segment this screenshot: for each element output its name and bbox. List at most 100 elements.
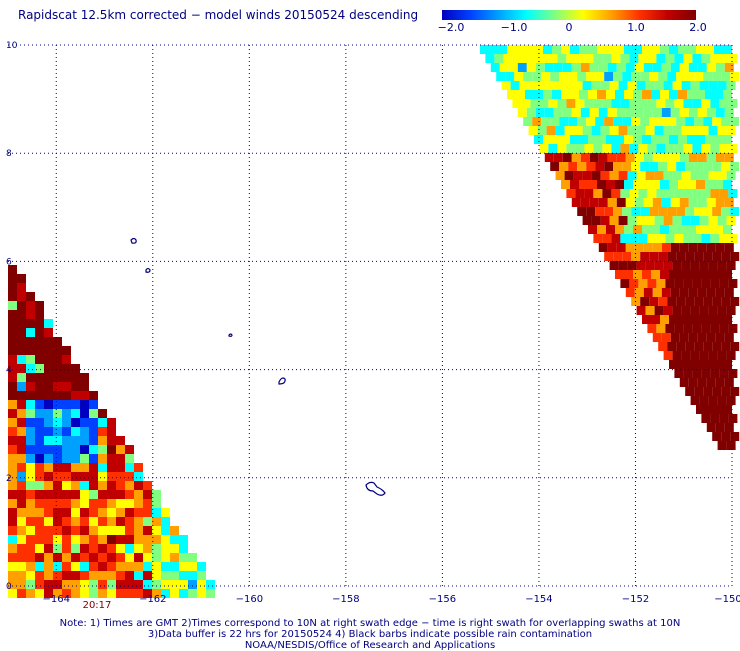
swath-cell xyxy=(62,418,71,427)
swath-cell xyxy=(107,544,116,553)
swath-cell xyxy=(125,580,134,589)
swath-cell xyxy=(602,54,612,63)
swath-cell xyxy=(679,243,689,252)
swath-cell xyxy=(107,463,116,472)
swath-cell xyxy=(44,580,53,589)
swath-cell xyxy=(550,117,560,126)
swath-cell xyxy=(721,297,731,306)
swath-cell xyxy=(728,324,738,333)
swath-cell xyxy=(35,454,44,463)
swath-cell xyxy=(651,45,660,54)
swath-cell xyxy=(107,481,116,490)
swath-cell xyxy=(613,252,623,261)
swath-cell xyxy=(71,562,80,571)
swath-cell xyxy=(633,180,642,189)
swath-cell xyxy=(125,589,134,598)
swath-cell xyxy=(564,126,574,135)
swath-cell xyxy=(519,81,529,90)
swath-cell xyxy=(624,270,633,279)
swath-cell xyxy=(726,171,736,180)
swath-cell xyxy=(161,517,170,526)
swath-cell xyxy=(98,562,107,571)
swath-cell xyxy=(62,391,71,400)
swath-cell xyxy=(561,135,570,144)
swath-cell xyxy=(98,463,107,472)
swath-cell xyxy=(588,180,597,189)
swath-cell xyxy=(8,481,17,490)
swath-cell xyxy=(597,225,606,234)
swath-cell xyxy=(152,535,161,544)
swath-cell xyxy=(143,544,152,553)
swath-cell xyxy=(719,189,729,198)
swath-cell xyxy=(595,117,605,126)
swath-cell xyxy=(726,441,736,450)
swath-cell xyxy=(683,189,693,198)
swath-cell xyxy=(724,243,734,252)
swath-cell xyxy=(546,81,556,90)
swath-cell xyxy=(53,409,62,418)
swath-cell xyxy=(26,562,35,571)
swath-cell xyxy=(35,310,44,319)
swath-cell xyxy=(26,544,35,553)
swath-cell xyxy=(696,180,705,189)
swath-cell xyxy=(26,373,35,382)
swath-cell xyxy=(715,423,725,432)
swath-cell xyxy=(652,333,662,342)
swath-cell xyxy=(44,391,53,400)
swath-cell xyxy=(708,126,718,135)
swath-cell xyxy=(89,391,98,400)
swath-cell xyxy=(620,279,630,288)
swath-cell xyxy=(663,171,673,180)
swath-cell xyxy=(602,189,612,198)
swath-cell xyxy=(656,99,666,108)
swath-cell xyxy=(80,580,89,589)
swath-cell xyxy=(26,571,35,580)
swath-cell xyxy=(503,54,513,63)
swath-cell xyxy=(71,571,80,580)
swath-cell xyxy=(631,252,641,261)
swath-cell xyxy=(651,225,660,234)
swath-cell xyxy=(593,54,603,63)
y-tick-labels: 0 2 4 6 8 10 xyxy=(6,41,18,592)
swath-cell xyxy=(665,279,675,288)
swath-cell xyxy=(703,72,713,81)
swath-cell xyxy=(640,252,650,261)
swath-cell xyxy=(589,198,599,207)
swath-cell xyxy=(80,535,89,544)
swath-cell xyxy=(71,580,80,589)
swath-cell xyxy=(633,135,642,144)
swath-cell xyxy=(712,252,722,261)
swath-cell xyxy=(116,499,125,508)
swath-cell xyxy=(26,454,35,463)
swath-cell xyxy=(116,580,125,589)
swath-cell xyxy=(62,535,71,544)
swath-cell xyxy=(8,454,17,463)
swath-cell xyxy=(544,63,554,72)
swath-cell xyxy=(643,288,653,297)
swath-cell xyxy=(17,310,26,319)
swath-cell xyxy=(634,63,644,72)
swath-cell xyxy=(35,400,44,409)
swath-cell xyxy=(71,499,80,508)
swath-cell xyxy=(681,351,691,360)
swath-cell xyxy=(17,535,26,544)
swath-cell xyxy=(661,153,671,162)
swath-cell xyxy=(699,261,709,270)
swath-cell xyxy=(678,45,687,54)
swath-cell xyxy=(35,580,44,589)
swath-cell xyxy=(636,81,646,90)
swath-cell xyxy=(651,270,660,279)
y-tick-label: 6 xyxy=(6,257,12,267)
swath-cell xyxy=(8,373,17,382)
swath-cell xyxy=(706,153,716,162)
swath-cell xyxy=(665,144,675,153)
swath-cell xyxy=(17,382,26,391)
swath-cell xyxy=(71,391,80,400)
swath-cell xyxy=(620,99,630,108)
swath-cell xyxy=(89,463,98,472)
swath-cell xyxy=(17,562,26,571)
swath-cell xyxy=(125,535,134,544)
swath-cell xyxy=(555,126,565,135)
swath-cell xyxy=(643,63,653,72)
island-outlines xyxy=(130,237,386,496)
